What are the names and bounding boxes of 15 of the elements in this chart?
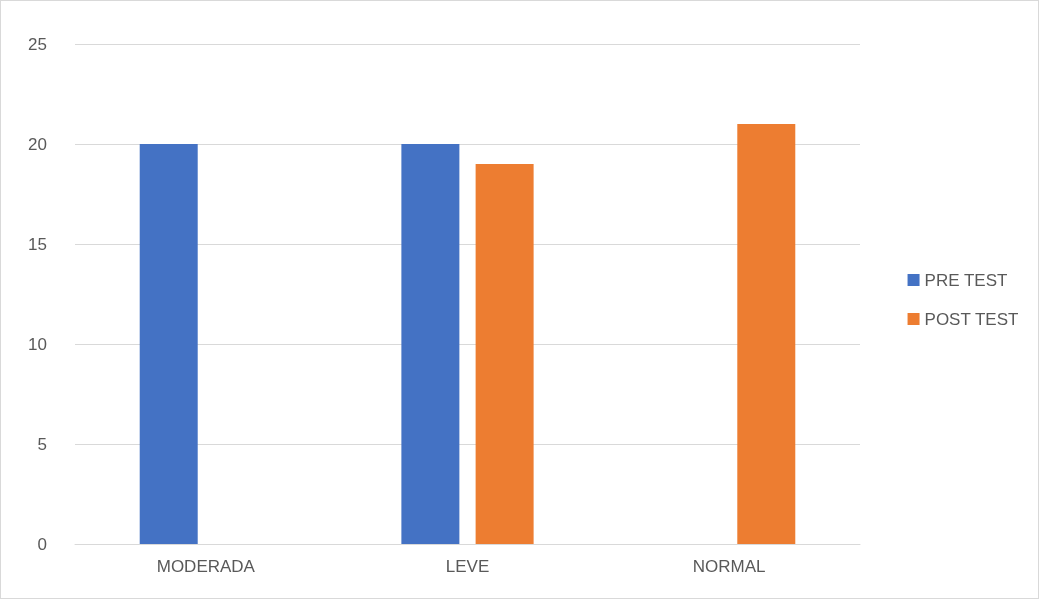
y-tick-label: 0 (37, 534, 47, 554)
legend-label: PRE TEST (924, 270, 1008, 290)
x-tick-label: NORMAL (692, 557, 766, 576)
x-tick-label: LEVE (445, 557, 490, 576)
bar (737, 124, 796, 544)
y-tick-label: 25 (28, 34, 47, 54)
bar (401, 144, 460, 544)
bar (475, 164, 534, 544)
y-tick-label: 10 (28, 334, 47, 354)
y-tick-label: 20 (28, 134, 47, 154)
y-tick-label: 15 (28, 234, 47, 254)
x-tick-label: MODERADA (156, 557, 256, 576)
legend-label: POST TEST (924, 309, 1019, 329)
bar (139, 144, 198, 544)
y-tick-label: 5 (37, 434, 47, 454)
